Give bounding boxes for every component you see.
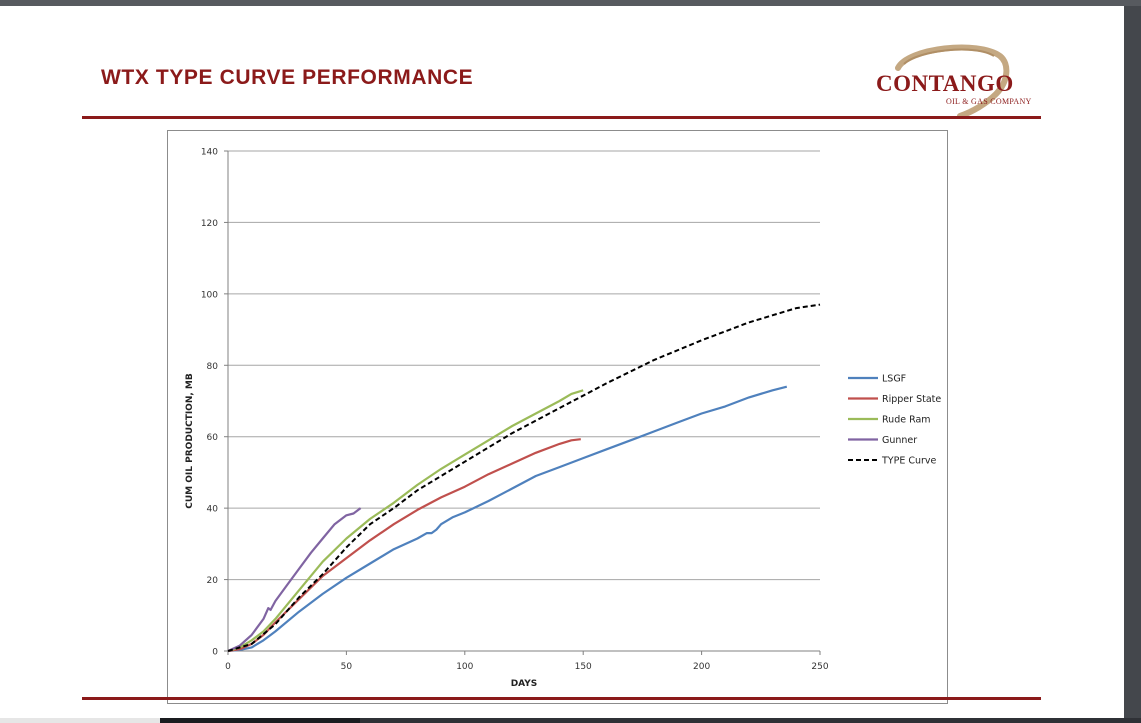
y-tick-label: 20 xyxy=(207,576,219,586)
x-axis-label: DAYS xyxy=(511,679,538,689)
x-tick-label: 100 xyxy=(456,662,473,672)
legend-label: Rude Ram xyxy=(882,415,931,426)
title-divider xyxy=(82,116,1041,119)
production-chart: 0 20 40 60 80 100 120 140 0 50 100 150 200 250 DAYS CUM… xyxy=(185,148,941,690)
x-tick-label: 150 xyxy=(575,662,592,672)
y-tick-label: 100 xyxy=(201,290,218,300)
y-tick-label: 120 xyxy=(201,219,218,229)
viewer-top-bar xyxy=(0,0,1141,6)
slide-title: WTX TYPE CURVE PERFORMANCE xyxy=(101,66,474,89)
viewer-right-gutter xyxy=(1124,6,1141,723)
viewer-bottom-strip xyxy=(0,718,1141,723)
y-tick-label: 0 xyxy=(212,648,218,658)
legend-label: TYPE Curve xyxy=(881,456,937,467)
series-line-gunner xyxy=(227,507,362,653)
y-tick-label: 40 xyxy=(207,505,219,515)
legend-label: Gunner xyxy=(882,435,917,446)
bottom-strip-dark xyxy=(160,718,360,723)
legend-label: LSGF xyxy=(882,374,906,385)
series-line-ripper-state xyxy=(227,438,581,653)
footer-divider xyxy=(82,697,1041,700)
x-tick-label: 50 xyxy=(341,662,353,672)
bottom-strip-light xyxy=(0,718,160,723)
x-tick-label: 250 xyxy=(811,662,828,672)
legend-label: Ripper State xyxy=(882,394,941,405)
chart-frame: 0 20 40 60 80 100 120 140 0 50 100 150 200 250 DAYS CUM… xyxy=(167,130,948,704)
logo-swoosh-icon xyxy=(895,44,1010,118)
logo-subtext: OIL & GAS COMPANY xyxy=(946,97,1032,106)
series-line-lsgf xyxy=(227,385,788,653)
y-tick-label: 140 xyxy=(201,148,218,158)
y-tick-label: 60 xyxy=(207,433,219,443)
y-tick-label: 80 xyxy=(207,362,219,372)
series-line-rude-ram xyxy=(227,389,584,653)
logo-text: CONTANGO xyxy=(876,71,1014,96)
company-logo: CONTANGO OIL & GAS COMPANY xyxy=(868,42,1043,118)
x-tick-label: 0 xyxy=(225,662,231,672)
y-axis-label: CUM OIL PRODUCTION, MB xyxy=(185,373,195,509)
x-tick-label: 200 xyxy=(693,662,710,672)
